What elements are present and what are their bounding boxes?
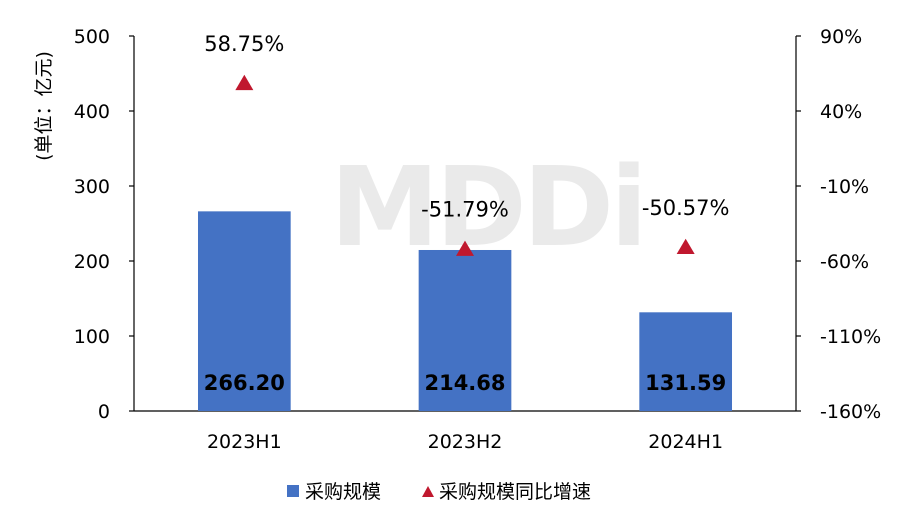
right-tick-label: -10% — [820, 176, 869, 198]
right-tick-label: 40% — [820, 101, 862, 123]
triangle-marker — [235, 74, 254, 91]
right-tick-label: 90% — [820, 26, 862, 48]
bar-data-label: 131.59 — [645, 371, 726, 395]
legend-swatch-bar — [287, 485, 299, 497]
left-tick-label: 300 — [74, 176, 110, 198]
triangle-marker — [676, 238, 695, 255]
legend-label-triangle: 采购规模同比增速 — [439, 481, 591, 503]
bar — [418, 249, 512, 411]
bar-data-label: 266.20 — [204, 371, 285, 395]
x-axis: 2023H1 2023H2 2024H1 — [134, 410, 796, 453]
marker-data-label: -51.79% — [421, 198, 509, 222]
bar — [197, 211, 291, 411]
left-tick-label: 500 — [74, 26, 110, 48]
legend: 采购规模 采购规模同比增速 — [287, 481, 591, 503]
marker-series: 58.75% -51.79% -50.57% — [204, 32, 729, 256]
right-tick-label: -110% — [820, 326, 881, 348]
watermark-text: MDDi — [330, 143, 644, 271]
left-tick-label: 200 — [74, 251, 110, 273]
right-tick-label: -60% — [820, 251, 869, 273]
y-axis-label: (单位：亿元) — [33, 51, 55, 161]
bar-series: 266.20 214.68 131.59 — [197, 211, 733, 411]
right-y-axis: -160% -110% -60% -10% 40% 90% — [795, 26, 881, 423]
marker-data-label: 58.75% — [204, 32, 284, 56]
marker-data-label: -50.57% — [642, 196, 730, 220]
legend-swatch-triangle — [422, 486, 434, 497]
left-tick-label: 0 — [98, 401, 110, 423]
bar — [639, 312, 733, 411]
x-tick-label: 2024H1 — [648, 431, 723, 453]
left-tick-label: 400 — [74, 101, 110, 123]
left-tick-label: 100 — [74, 326, 110, 348]
triangle-marker — [456, 240, 474, 256]
x-tick-label: 2023H1 — [207, 431, 282, 453]
bar-data-label: 214.68 — [424, 371, 505, 395]
left-y-axis: 0 100 200 300 400 500 — [74, 26, 135, 423]
right-tick-label: -160% — [820, 401, 881, 423]
x-tick-label: 2023H2 — [428, 431, 503, 453]
legend-label-bar: 采购规模 — [305, 481, 381, 503]
